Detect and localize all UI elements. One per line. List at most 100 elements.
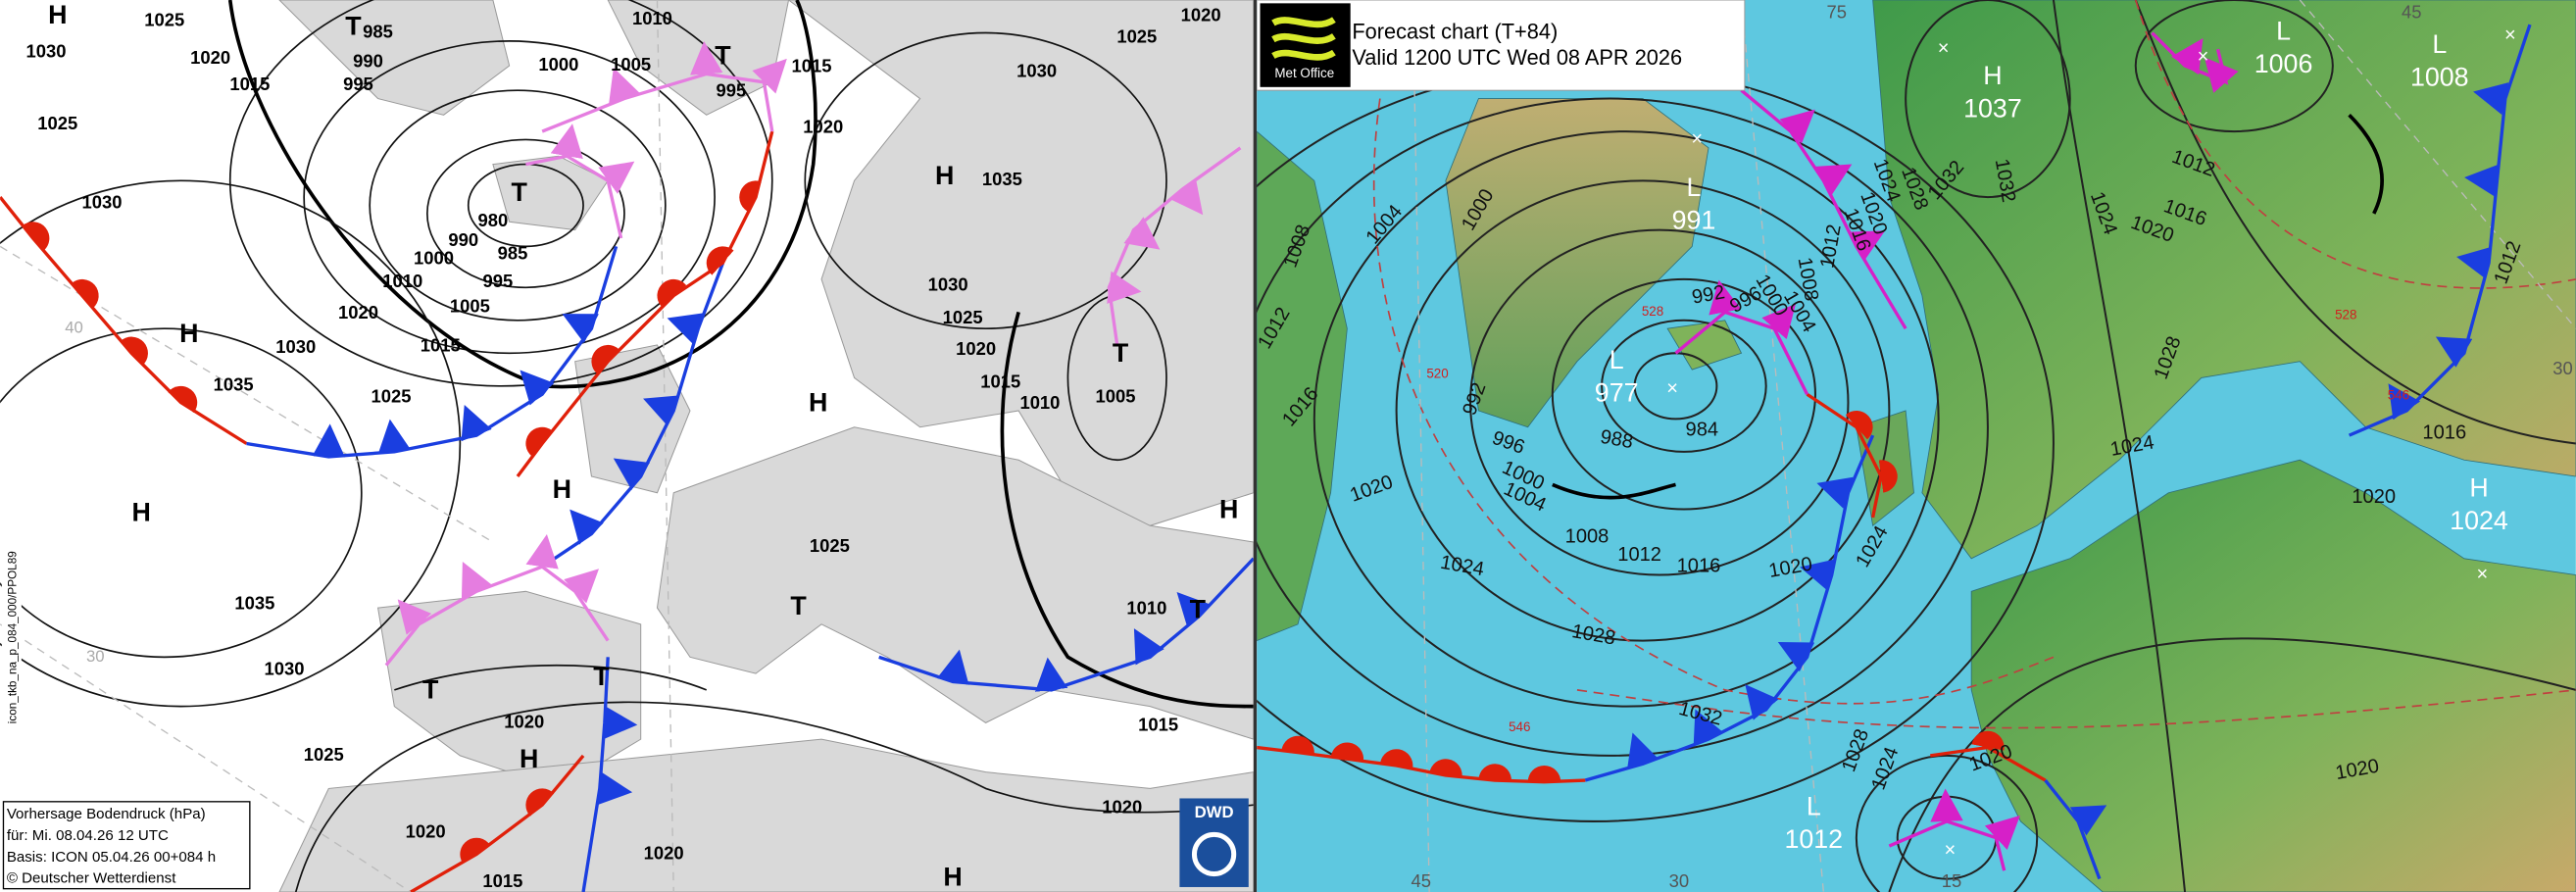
isobar: [1601, 319, 1767, 453]
warm-front: [1257, 735, 1586, 784]
logo-text: Met Office: [1274, 66, 1334, 80]
pressure-center: T: [1190, 595, 1207, 624]
occluded-front: [1107, 146, 1242, 346]
center-pressure: 977: [1595, 377, 1639, 407]
isobar-label: 980: [478, 210, 509, 230]
isobar: [1855, 754, 2039, 892]
center-cross: ×: [1691, 128, 1703, 150]
isobar-label: 1030: [82, 192, 123, 213]
center-pressure: 1006: [2254, 49, 2313, 78]
center-type: L: [1610, 345, 1624, 374]
center-type: H: [2469, 472, 2488, 502]
cold-front: [581, 657, 638, 892]
logo-waves: [1271, 17, 1336, 61]
center-cross: ×: [2198, 46, 2209, 68]
legend-line: Vorhersage Bodendruck (hPa): [7, 806, 206, 822]
isobar-label: 990: [353, 51, 383, 72]
side-code-box: [1, 525, 22, 748]
center-type: L: [1807, 792, 1821, 821]
isobar-label: 1020: [1181, 5, 1221, 25]
dwd-logo-swirl: [1191, 831, 1237, 877]
isobar-label: 1025: [810, 535, 850, 556]
pressure-center: T: [790, 591, 807, 620]
center-pressure: 991: [1672, 205, 1716, 234]
isobar-label: 1016: [2422, 422, 2466, 444]
met-office-map: H 1037 × L 991 × L 977 × L 1006 × L 1008 × H 1024 × L 1012 ×…: [1257, 0, 2576, 892]
occluded-front: [384, 533, 610, 667]
isobar-label: 1030: [265, 659, 305, 679]
thickness-label: 520: [1426, 367, 1448, 381]
occluded-front: [525, 124, 635, 239]
isobar-label: 1020: [406, 821, 446, 842]
grid-label: 40: [65, 319, 83, 337]
isobar-label: 1010: [382, 271, 422, 291]
isobar-label: 995: [483, 271, 514, 291]
pressure-center: H: [943, 863, 962, 892]
pressure-center: T: [593, 662, 610, 691]
isobar-label: 984: [1686, 419, 1719, 440]
dwd-logo-text: DWD: [1195, 803, 1234, 821]
isobar-label: 1010: [1126, 598, 1166, 619]
grid-label: 45: [1411, 870, 1431, 891]
isobar: [1257, 97, 1989, 757]
pressure-center: T: [1113, 338, 1129, 368]
isobar-label: 1010: [632, 8, 672, 28]
isobar-label: 1005: [611, 54, 651, 74]
grid-label: 30: [1669, 870, 1690, 891]
center-pressure: 1037: [1963, 93, 2022, 123]
isobar-label: 1015: [229, 74, 270, 94]
thickness-label: 528: [1642, 304, 1663, 319]
isobar-label: 1020: [338, 302, 378, 322]
center-type: H: [1983, 61, 2002, 90]
isobar-label: 1005: [450, 295, 490, 316]
occluded-front: [2151, 31, 2239, 93]
legend: Vorhersage Bodendruck (hPa) für: Mi. 08.0…: [7, 806, 216, 886]
thickness-label: 546: [2388, 387, 2409, 402]
occluded-front: [541, 40, 787, 133]
isobar-label: 1020: [803, 117, 843, 137]
warm-front: [1930, 730, 2047, 782]
isobar-label: 1020: [644, 842, 684, 863]
isobar-label: 1010: [1019, 392, 1060, 413]
isobar: [2134, 0, 2334, 133]
pressure-center: H: [179, 319, 198, 348]
isobar-label: 1020: [1102, 796, 1142, 817]
isobar-label: 1000: [538, 54, 578, 74]
grid-label: 30: [2552, 358, 2573, 378]
isobar-label: 1015: [1138, 715, 1178, 735]
isobar-label: 1030: [928, 273, 968, 294]
isobar-label: 985: [498, 243, 528, 264]
warm-front: [410, 754, 585, 892]
isobar: [1313, 130, 1940, 708]
isobar-label: 1020: [190, 47, 230, 68]
center-type: L: [2276, 17, 2291, 46]
center-type: L: [1686, 173, 1701, 202]
valid-time: Valid 1200 UTC Wed 08 APR 2026: [1352, 45, 1682, 70]
isobar-label: 1025: [1116, 25, 1157, 46]
legend-line: für: Mi. 08.04.26 12 UTC: [7, 827, 169, 844]
pressure-center: H: [48, 0, 67, 29]
isobar-label: 1015: [421, 334, 461, 355]
pressure-center: H: [809, 387, 827, 417]
met-office-logo: [1260, 3, 1351, 87]
isobar-label: 1008: [1565, 525, 1610, 547]
pressure-center: H: [1219, 494, 1238, 523]
isobar-label: 1016: [1677, 555, 1721, 576]
isobar-label: 1030: [1016, 61, 1057, 81]
center-cross: ×: [1945, 839, 1957, 861]
isobar-label: 1025: [37, 113, 77, 133]
isobar-label: 995: [343, 74, 373, 94]
center-pressure: 1012: [1784, 824, 1843, 854]
center-cross: ×: [1666, 377, 1678, 399]
isobar-label: 1025: [304, 744, 344, 765]
pressure-center: T: [422, 675, 439, 705]
isobar: [1905, 0, 2071, 199]
isobar-label: 1035: [234, 593, 274, 614]
center-pressure: 1008: [2410, 63, 2469, 92]
grid-label: 30: [86, 647, 105, 666]
center-cross: ×: [1938, 38, 1950, 60]
occluded-front: [1888, 788, 2020, 871]
